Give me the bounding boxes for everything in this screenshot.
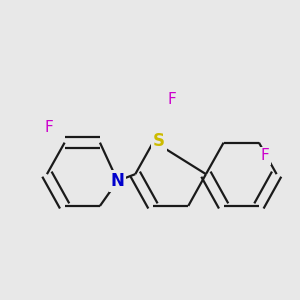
Text: N: N xyxy=(111,172,124,190)
Text: F: F xyxy=(44,120,53,135)
Text: F: F xyxy=(168,92,176,107)
Text: S: S xyxy=(153,132,165,150)
Text: F: F xyxy=(260,148,269,164)
